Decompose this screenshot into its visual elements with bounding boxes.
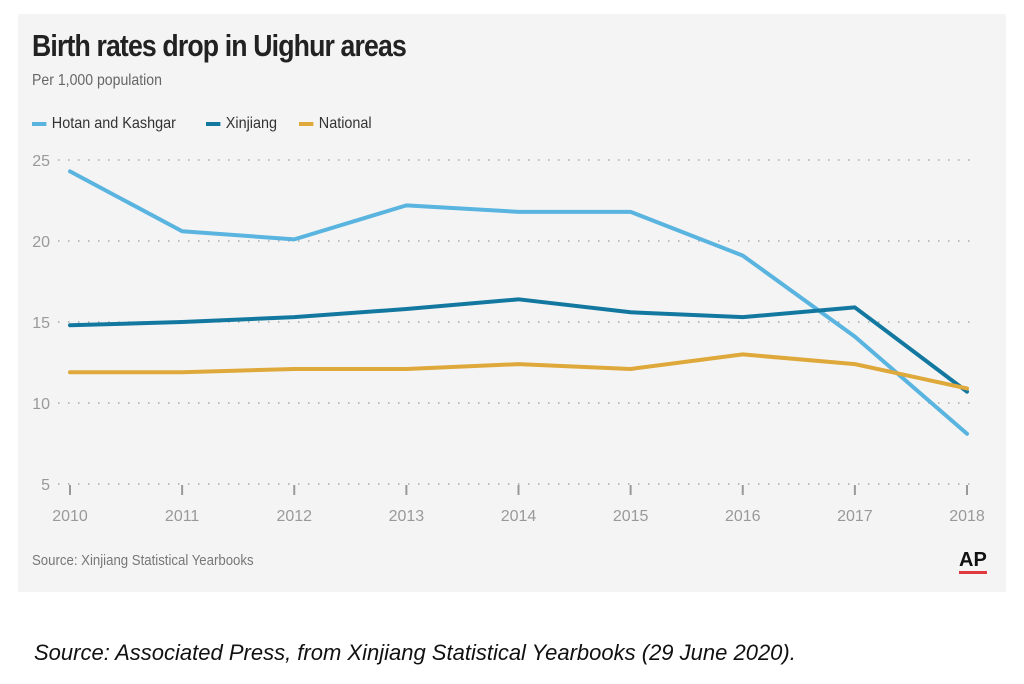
y-tick-label: 10 [32,396,50,413]
x-tick-label: 2013 [389,508,425,525]
legend-item-xinjiang: Xinjiang [205,115,277,133]
legend-swatch [298,122,314,126]
legend-label: Hotan and Kashgar [51,115,176,132]
y-tick-label: 5 [41,477,50,494]
legend-swatch [32,122,47,126]
x-tick-label: 2014 [501,508,537,525]
y-tick-label: 25 [32,153,50,170]
x-tick-label: 2015 [613,508,649,525]
y-tick-label: 20 [32,234,50,251]
chart-panel: Birth rates drop in Uighur areas Per 1,0… [18,14,1006,592]
y-tick-label: 15 [32,315,50,332]
chart-subtitle: Per 1,000 population [32,72,162,89]
series-line-national [68,352,969,391]
legend-swatch [205,122,221,126]
chart-title: Birth rates drop in Uighur areas [32,28,407,63]
x-tick-label: 2010 [52,508,88,525]
series-line-xinjiang [68,297,969,394]
source-note: Source: Xinjiang Statistical Yearbooks [32,552,254,569]
ap-logo: AP [959,549,987,574]
legend-item-hotan: Hotan and Kashgar [32,115,176,133]
x-tick-label: 2012 [276,508,312,525]
x-tick-label: 2017 [837,508,873,525]
series-line-hotan-and-kashgar [68,169,969,436]
legend: Hotan and Kashgar Xinjiang National [32,115,380,133]
legend-item-national: National [298,115,372,133]
legend-label: Xinjiang [225,115,277,132]
x-tick-label: 2018 [949,508,985,525]
figure-caption: Source: Associated Press, from Xinjiang … [34,640,796,665]
x-tick-label: 2016 [725,508,761,525]
x-tick-label: 2011 [165,508,200,525]
legend-label: National [318,115,372,132]
